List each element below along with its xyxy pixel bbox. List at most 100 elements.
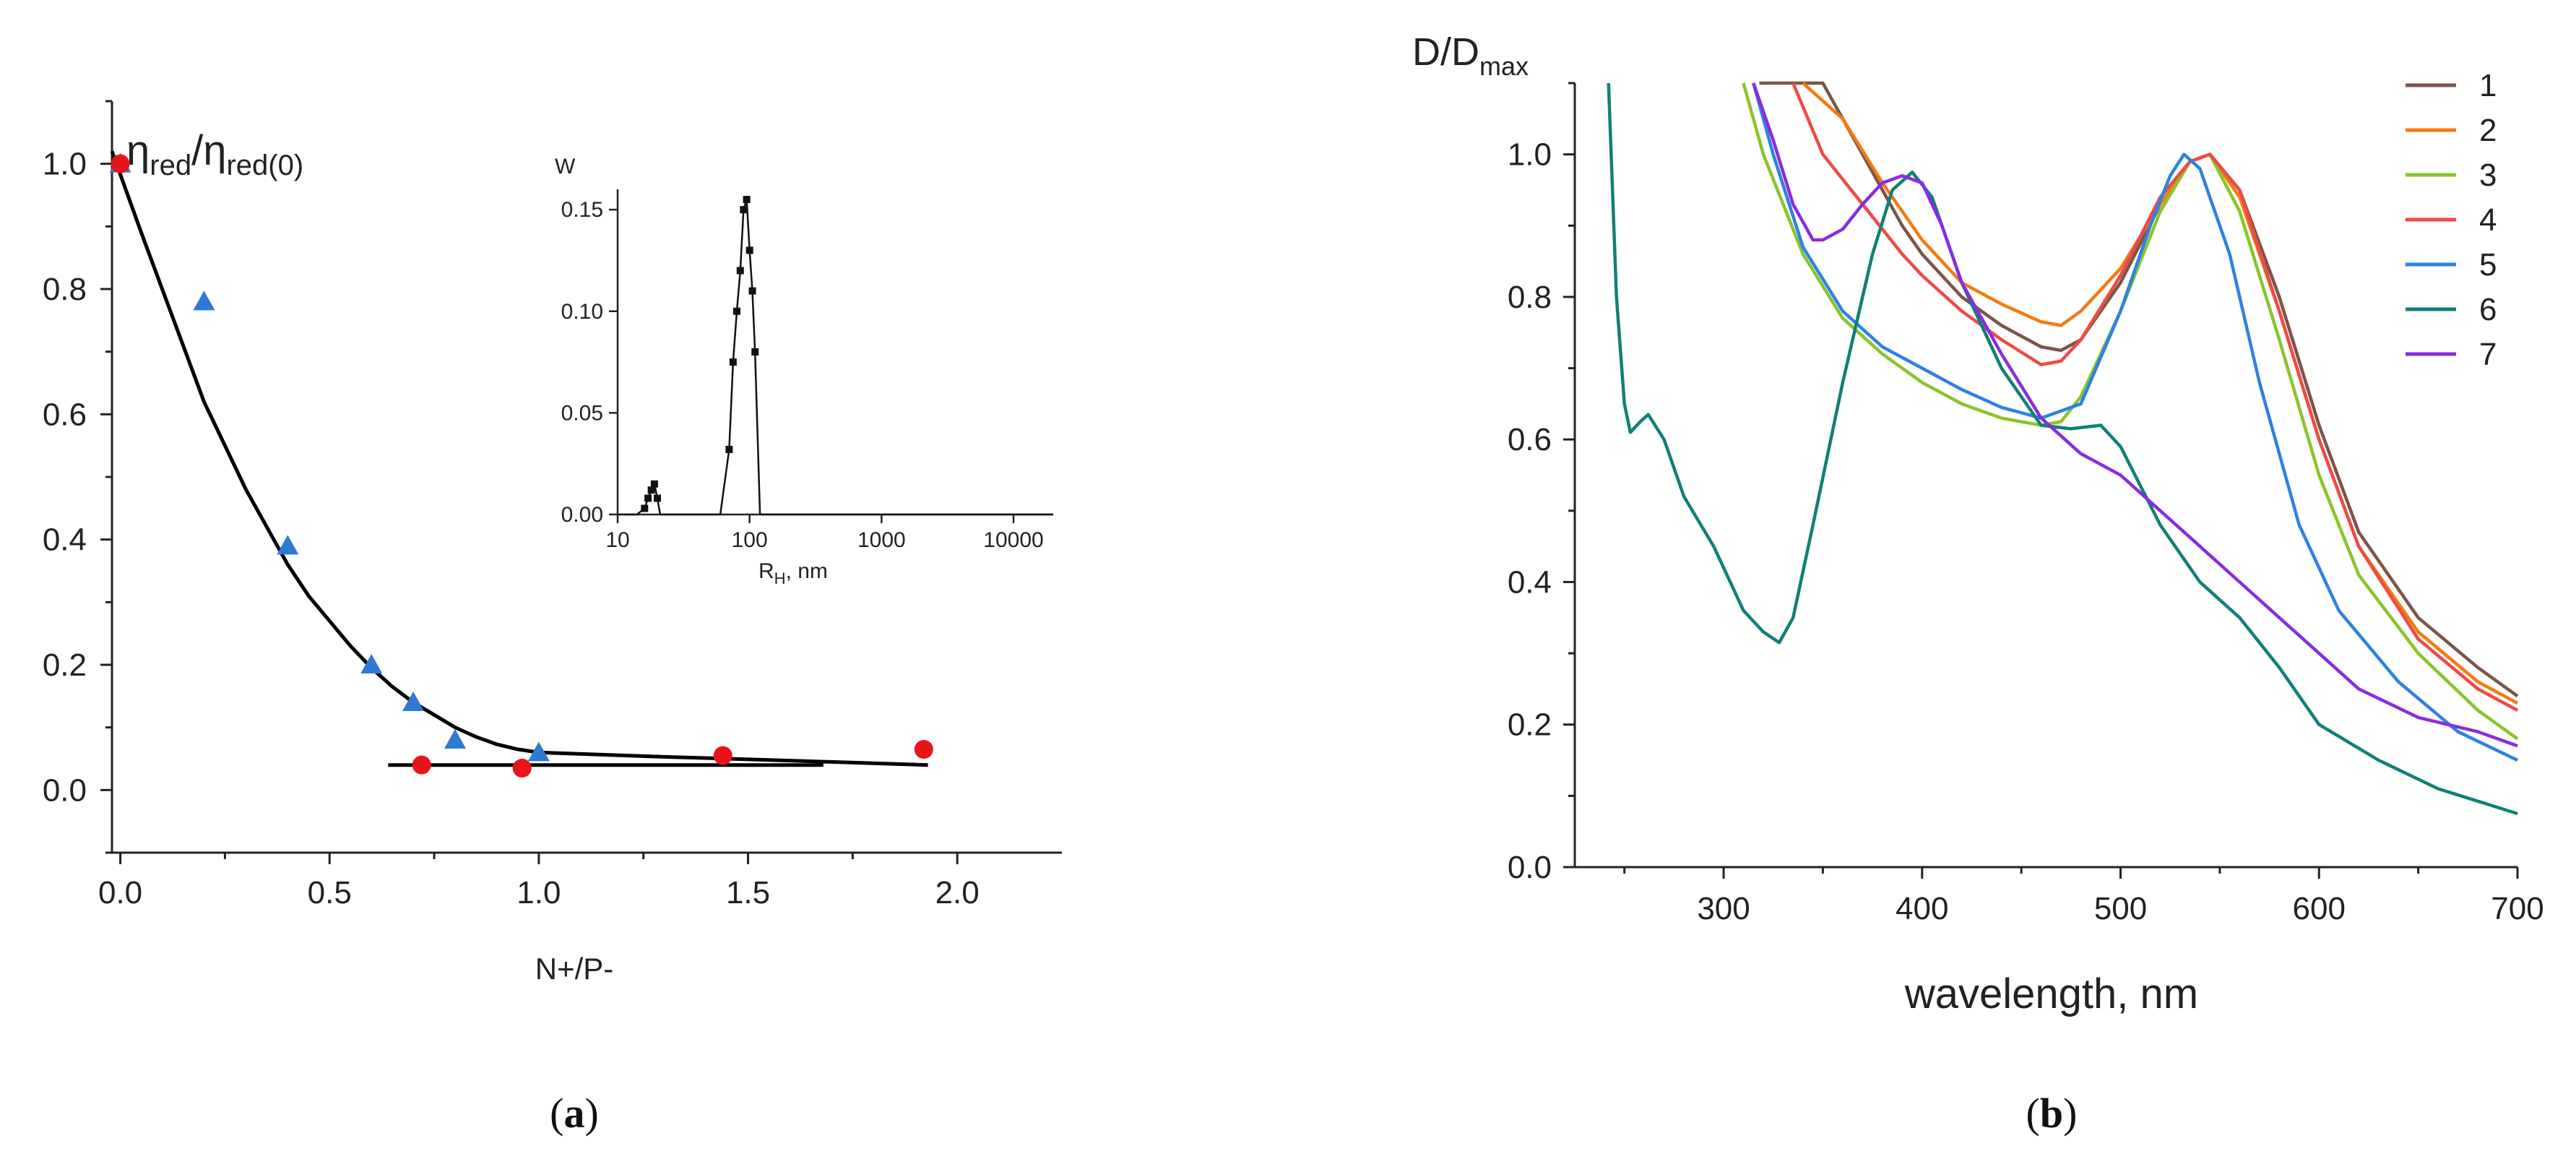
a-circle-point: [111, 154, 130, 173]
b-y-ticks: 0.0 0.2 0.4 0.6 0.8 1.0: [1508, 82, 1575, 885]
a-y-tick-label: 0.2: [43, 647, 87, 683]
inset-y-tick-label: 0.05: [561, 401, 603, 425]
a-x-tick-label: 0.5: [308, 875, 352, 910]
a-series: [109, 150, 933, 778]
b-y-tick-label: 0.8: [1508, 280, 1552, 315]
a-title-eta-2: η: [203, 127, 226, 174]
a-y-tick-label: 0.6: [43, 397, 87, 432]
b-legend-label-6: 6: [2479, 292, 2497, 327]
inset-x-label-r: R: [758, 559, 774, 583]
a-y-tick-label: 1.0: [43, 147, 87, 182]
inset-point: [745, 246, 753, 254]
b-x-tick-label: 500: [2094, 891, 2147, 926]
b-x-axis-label: wavelength, nm: [1904, 970, 2198, 1017]
a-title-sub-1: red: [150, 150, 191, 181]
b-series-1: [1759, 81, 2519, 698]
a-y-tick-label: 0.0: [43, 772, 87, 808]
inset-x-label-rest: , nm: [786, 559, 828, 583]
b-series: [1607, 81, 2519, 816]
a-y-tick-label: 0.4: [43, 522, 87, 558]
inset-y-label: W: [555, 155, 576, 178]
inset-x-tick-label: 10000: [983, 528, 1043, 552]
b-y-tick-label: 0.0: [1508, 850, 1552, 885]
inset-series: [618, 196, 1053, 516]
inset-x-tick-label: 10: [605, 528, 629, 552]
b-x-tick-label: 300: [1697, 891, 1750, 926]
panel-a-chart: 0.0 0.5 1.0 1.5 2.0 0.0 0.2 0.4 0.6 0.8 1.0 N+/P-…: [43, 100, 1062, 1137]
inset-point: [732, 307, 740, 315]
b-series-4: [1791, 82, 2519, 712]
a-circle-point: [512, 759, 532, 778]
b-x-tick-label: 700: [2491, 891, 2543, 926]
a-triangle-point: [193, 290, 215, 311]
inset-point: [743, 196, 751, 204]
b-legend-label-4: 4: [2479, 202, 2497, 238]
inset-x-tick-label: 100: [732, 528, 768, 552]
a-title-sub-2: red(0): [226, 150, 303, 181]
inset-point: [647, 486, 655, 494]
b-x-tick-label: 400: [1896, 891, 1948, 926]
inset-point: [729, 358, 737, 366]
inset-x-ticks: 10 100 1000 10000: [605, 514, 1044, 552]
panel-b-chart: 300 400 500 600 700 0.0 0.2 0.4 0.6 0.8 1.0 D/Dma…: [1412, 30, 2544, 1137]
inset-line: [618, 199, 1053, 516]
a-triangle-point: [444, 729, 467, 749]
b-legend-label-2: 2: [2479, 113, 2497, 148]
b-series-7: [1752, 82, 2518, 748]
b-x-tick-label: 600: [2293, 891, 2346, 926]
a-circle-point: [713, 746, 732, 765]
a-x-tick-label: 1.0: [517, 875, 561, 910]
b-legend-label-5: 5: [2479, 247, 2497, 283]
inset-point: [641, 504, 649, 512]
a-y-ticks: 0.0 0.2 0.4 0.6 0.8 1.0: [43, 100, 112, 854]
a-triangle-point: [277, 535, 299, 555]
a-y-tick-label: 0.8: [43, 272, 87, 307]
inset-x-tick-label: 1000: [857, 528, 906, 552]
caption-b-letter: b: [2040, 1090, 2063, 1137]
b-x-ticks: 300 400 500 600 700: [1623, 867, 2544, 926]
b-y-axis-title: D/Dmax: [1412, 30, 1529, 81]
b-legend: 1 2 3 4 5 6 7: [2406, 68, 2497, 372]
b-ylabel-main: D/D: [1412, 30, 1479, 74]
inset-y-tick-label: 0.00: [561, 503, 603, 527]
a-triangle-point: [360, 654, 383, 673]
b-series-5: [1752, 82, 2518, 762]
a-triangle-point: [527, 741, 550, 762]
inset-x-label-sub: H: [774, 569, 786, 587]
inset-x-label: RH, nm: [758, 559, 828, 587]
inset-y-tick-label: 0.10: [561, 300, 603, 324]
b-series-3: [1742, 82, 2519, 741]
a-circle-point: [412, 755, 431, 775]
b-legend-label-3: 3: [2479, 158, 2497, 193]
inset-point: [740, 206, 748, 214]
inset-point: [748, 287, 756, 295]
caption-a: (a): [550, 1090, 599, 1137]
inset-point: [653, 494, 661, 502]
a-x-tick-label: 1.5: [726, 875, 770, 910]
inset-point: [650, 480, 658, 488]
b-series-6: [1607, 82, 2518, 816]
a-x-ticks: 0.0 0.5 1.0 1.5 2.0: [98, 853, 980, 910]
a-y-axis-title: ηred/ηred(0): [126, 127, 303, 181]
b-legend-label-7: 7: [2479, 337, 2497, 372]
b-ylabel-sub: max: [1479, 51, 1529, 81]
a-triangle-point: [402, 692, 425, 711]
inset-y-ticks: 0.00 0.05 0.10 0.15: [561, 198, 618, 527]
a-series-fit: [110, 150, 928, 767]
caption-a-letter: a: [564, 1090, 585, 1137]
a-inset-chart: 10 100 1000 10000 0.00 0.05 0.10 0.15 W RH, nm: [555, 155, 1053, 587]
a-title-slash: /: [191, 127, 204, 174]
inset-point: [725, 446, 733, 453]
inset-y-tick-label: 0.15: [561, 198, 603, 222]
b-y-tick-label: 0.6: [1508, 422, 1552, 457]
b-y-tick-label: 0.2: [1508, 707, 1552, 743]
a-x-tick-label: 0.0: [98, 875, 142, 910]
caption-b: (b): [2026, 1090, 2078, 1137]
a-x-tick-label: 2.0: [935, 875, 980, 910]
a-title-eta-1: η: [126, 127, 150, 174]
inset-point: [644, 494, 652, 502]
b-y-tick-label: 0.4: [1508, 564, 1552, 600]
b-y-tick-label: 1.0: [1508, 137, 1552, 173]
a-x-axis-label: N+/P-: [535, 952, 614, 986]
